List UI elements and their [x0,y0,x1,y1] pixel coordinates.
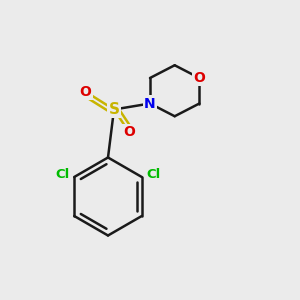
Text: S: S [109,102,119,117]
Text: O: O [80,85,92,99]
Text: O: O [123,125,135,139]
Text: O: O [194,71,205,85]
Text: N: N [144,97,156,110]
Text: Cl: Cl [146,168,160,181]
Text: Cl: Cl [56,168,70,181]
